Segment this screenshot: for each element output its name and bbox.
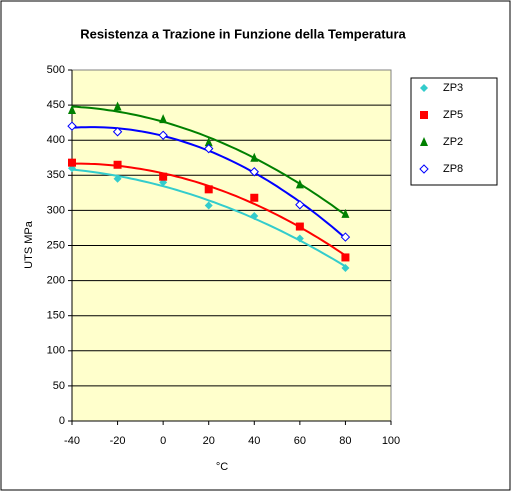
data-point	[341, 253, 350, 262]
y-tick-label: 450	[47, 99, 65, 111]
x-tick-label: 40	[248, 435, 260, 447]
x-tick-label: 80	[339, 435, 351, 447]
data-point	[341, 263, 350, 272]
data-point	[295, 234, 304, 243]
data-point	[113, 174, 122, 183]
legend-label: ZP2	[443, 136, 463, 148]
data-point	[295, 200, 305, 210]
x-tick-label: 0	[160, 435, 166, 447]
data-point	[204, 143, 214, 154]
y-tick-label: 250	[47, 239, 65, 251]
x-axis-label: °C	[216, 461, 228, 473]
y-tick-label: 200	[47, 275, 65, 287]
data-point	[340, 232, 351, 242]
x-tick-label: 100	[382, 435, 400, 447]
x-tick-label: -20	[110, 435, 126, 447]
data-point	[159, 114, 168, 124]
chart-title: Resistenza a Trazione in Funzione della …	[80, 26, 406, 41]
data-point	[250, 193, 259, 202]
data-point	[295, 179, 304, 189]
y-tick-label: 150	[47, 310, 65, 322]
legend-marker	[419, 164, 429, 174]
x-tick-label: 60	[294, 435, 306, 447]
legend-label: ZP3	[443, 82, 463, 94]
data-point	[250, 152, 259, 162]
data-point	[204, 185, 213, 194]
legend-marker	[420, 111, 428, 119]
data-point	[204, 201, 213, 210]
y-axis-label: UTS MPa	[23, 220, 35, 269]
data-point	[295, 222, 304, 231]
x-tick-label: -40	[64, 435, 80, 447]
legend-label: ZP5	[443, 109, 463, 121]
legend-label: ZP8	[443, 163, 463, 175]
data-point	[204, 137, 213, 147]
x-tick-label: 20	[203, 435, 215, 447]
data-point	[68, 105, 76, 115]
data-point	[159, 172, 168, 181]
data-point	[158, 130, 168, 140]
data-point	[67, 121, 77, 131]
legend-marker	[420, 137, 428, 146]
data-point	[249, 167, 259, 177]
legend-marker	[420, 84, 428, 92]
data-point	[112, 127, 123, 137]
y-tick-label: 50	[53, 380, 65, 392]
y-tick-label: 400	[47, 134, 65, 146]
data-point	[113, 160, 122, 169]
data-point	[250, 212, 259, 221]
data-point	[341, 208, 350, 218]
y-tick-label: 350	[47, 169, 65, 181]
y-tick-label: 300	[47, 204, 65, 216]
data-point	[68, 158, 76, 167]
y-tick-label: 0	[59, 415, 65, 427]
data-point	[113, 101, 122, 111]
y-tick-label: 500	[47, 64, 65, 76]
y-tick-label: 100	[47, 345, 65, 357]
